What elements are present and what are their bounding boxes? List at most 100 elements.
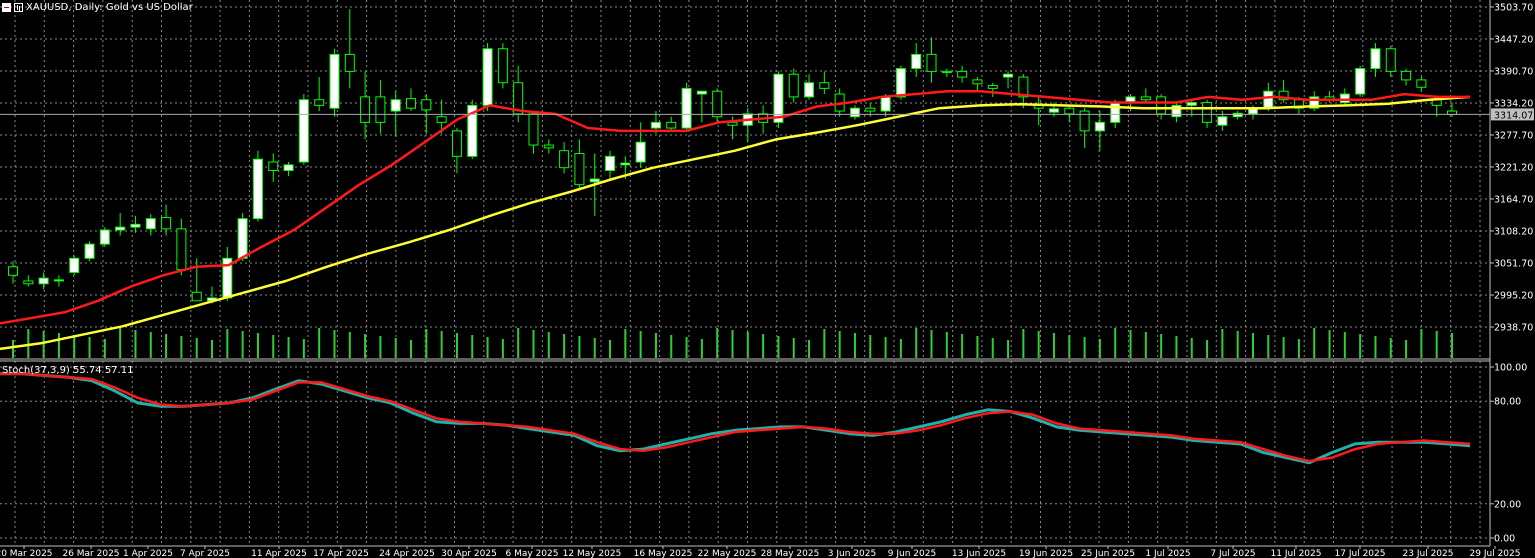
time-tick-label: 1 Apr 2025 xyxy=(123,549,173,558)
candle-bull xyxy=(130,223,141,228)
price-tick-label: 3108.20 xyxy=(1494,227,1533,238)
candle-bull xyxy=(84,243,95,259)
stochastic-signal-line xyxy=(0,372,1471,463)
candle-bull xyxy=(145,218,156,230)
price-tick-label: 2995.20 xyxy=(1494,291,1533,302)
candle-bull xyxy=(696,90,707,95)
candle-bull xyxy=(1370,48,1381,70)
candle-bear xyxy=(513,82,524,115)
candle-bull xyxy=(1263,90,1274,109)
candle-bull xyxy=(329,53,340,109)
candle-bear xyxy=(161,217,172,230)
candle-bull xyxy=(1355,68,1366,95)
candle-bull xyxy=(1232,112,1243,118)
time-tick-label: 16 May 2025 xyxy=(634,549,693,558)
candle-bull xyxy=(773,73,784,123)
candle-bull xyxy=(390,99,401,112)
candle-bear xyxy=(1140,96,1151,101)
candle-bull xyxy=(880,96,891,112)
stoch-tick-label: 100.00 xyxy=(1494,363,1527,374)
time-tick-label: 7 Jul 2025 xyxy=(1210,549,1255,558)
candle-bear xyxy=(727,121,738,126)
candle-bull xyxy=(1186,102,1197,106)
candle-bear xyxy=(451,130,462,157)
candle-bear xyxy=(1079,110,1090,132)
candle-bear xyxy=(957,70,968,78)
candle-bull xyxy=(895,68,906,98)
time-tick-label: 24 Apr 2025 xyxy=(379,549,435,558)
flag-icon xyxy=(2,3,11,12)
chart-header: XAUUSD, Daily: Gold vs US Dollar xyxy=(2,2,193,13)
candle-bull xyxy=(620,162,631,166)
candle-bear xyxy=(176,228,187,271)
candle-bear xyxy=(666,121,677,129)
candle-bear xyxy=(421,99,432,111)
candle-bear xyxy=(865,107,876,112)
candle-bull xyxy=(804,82,815,98)
time-tick-label: 9 Jun 2025 xyxy=(888,549,936,558)
candle-bull xyxy=(589,178,600,183)
candle-bear xyxy=(375,96,386,123)
candle-bear xyxy=(559,150,570,169)
candle-bull xyxy=(237,218,248,259)
time-axis: 20 Mar 2025 26 Mar 2025 1 Apr 2025 7 Apr 20… xyxy=(0,546,1520,558)
price-tick-label: 3503.70 xyxy=(1494,3,1533,14)
time-tick-label: 23 Jul 2025 xyxy=(1403,549,1454,558)
candle-bull xyxy=(635,141,646,163)
candle-bull xyxy=(99,229,110,245)
candle-bear xyxy=(1401,70,1412,81)
price-tick-label: 3390.70 xyxy=(1494,67,1533,78)
candle-bear xyxy=(941,70,952,74)
candle-bear xyxy=(1202,102,1213,123)
candle-bear xyxy=(1018,76,1029,98)
candle-bull xyxy=(911,53,922,70)
candle-bear xyxy=(406,98,417,109)
time-tick-label: 26 Mar 2025 xyxy=(62,549,119,558)
candle-bear xyxy=(344,53,355,72)
candle-bull xyxy=(1309,96,1320,109)
candle-bear xyxy=(987,85,998,89)
price-tick-label: 3051.70 xyxy=(1494,259,1533,270)
candle-bull xyxy=(681,87,692,129)
candle-bull xyxy=(1217,116,1228,126)
candle-bear xyxy=(497,48,508,84)
candle-bear xyxy=(788,73,799,98)
candle-bear xyxy=(1416,79,1427,88)
time-tick-label: 13 Jun 2025 xyxy=(952,549,1006,558)
candle-bear xyxy=(972,79,983,85)
price-tick-label: 3221.20 xyxy=(1494,163,1533,174)
candle-bear xyxy=(1385,48,1396,72)
time-tick-label: 30 Apr 2025 xyxy=(441,549,497,558)
time-tick-label: 17 Jul 2025 xyxy=(1335,549,1386,558)
candle-bull xyxy=(115,226,126,231)
candle-bear xyxy=(574,153,585,186)
candle-bear xyxy=(268,161,279,172)
stochastic-header: Stoch(37,3,9) 55.74 57.11 xyxy=(2,365,134,376)
stoch-tick-label: 80.00 xyxy=(1494,397,1521,408)
symbol-title: XAUUSD, Daily: Gold vs US Dollar xyxy=(26,2,193,13)
candle-bull xyxy=(1110,102,1121,123)
candle-bull xyxy=(38,277,49,285)
candle-bull xyxy=(69,257,80,273)
candle-bull xyxy=(1003,73,1014,78)
price-axis: 3503.70 3447.20 3390.70 3334.20 3277.70 3221.… xyxy=(1490,3,1533,545)
candle-bear xyxy=(926,53,937,72)
candle-bull xyxy=(1339,93,1350,104)
time-tick-label: 12 May 2025 xyxy=(563,549,622,558)
time-tick-label: 17 Apr 2025 xyxy=(313,549,369,558)
candle-bull xyxy=(1048,108,1059,113)
time-tick-label: 6 May 2025 xyxy=(506,549,559,558)
time-tick-label: 11 Jul 2025 xyxy=(1271,549,1322,558)
candle-bear xyxy=(8,266,18,276)
time-tick-label: 25 Jun 2025 xyxy=(1081,549,1135,558)
moving-average-fast xyxy=(0,89,1470,325)
time-tick-label: 1 Jul 2025 xyxy=(1145,549,1190,558)
time-tick-label: 20 Mar 2025 xyxy=(0,549,53,558)
candle-bull xyxy=(252,158,263,220)
time-tick-label: 7 Apr 2025 xyxy=(180,549,230,558)
candle-bear xyxy=(360,96,371,123)
candle-bull xyxy=(283,164,294,172)
candle-bear xyxy=(1156,96,1167,115)
